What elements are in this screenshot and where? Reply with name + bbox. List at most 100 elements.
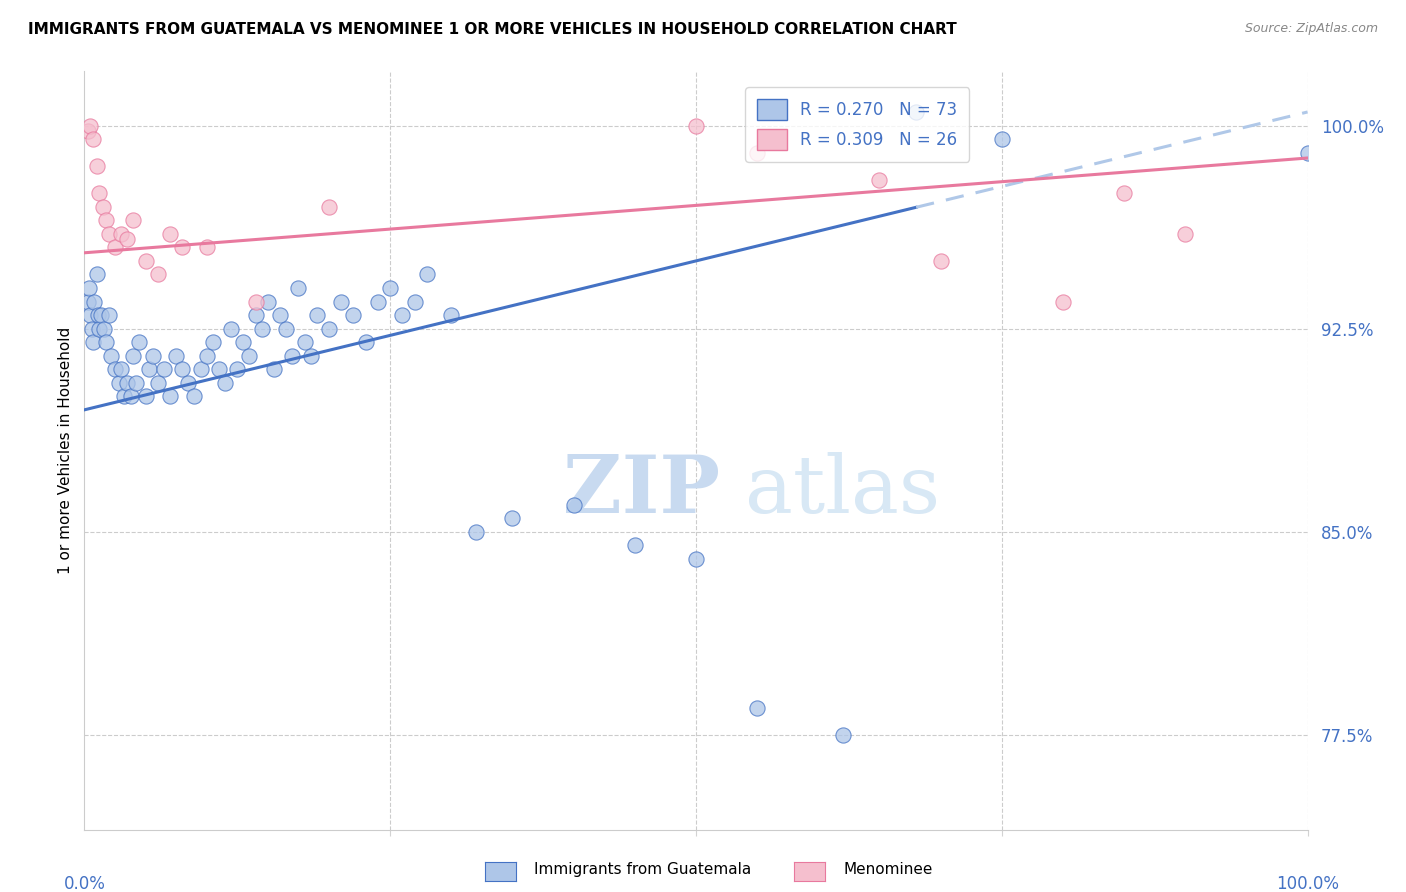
Point	[172, 240, 194, 254]
Point	[367, 294, 389, 309]
Point	[77, 281, 100, 295]
Point	[122, 349, 145, 363]
Y-axis label: 1 or more Vehicles in Household: 1 or more Vehicles in Household	[58, 326, 73, 574]
Point	[226, 362, 249, 376]
Point	[404, 294, 426, 309]
Point	[831, 728, 853, 742]
Point	[318, 200, 340, 214]
Point	[685, 551, 707, 566]
Point	[294, 335, 316, 350]
Point	[110, 227, 132, 241]
Text: 100.0%: 100.0%	[1277, 875, 1339, 892]
Point	[1052, 294, 1074, 309]
Point	[110, 362, 132, 376]
Point	[79, 119, 101, 133]
Point	[1296, 145, 1319, 160]
Point	[905, 105, 928, 120]
Point	[83, 294, 105, 309]
Point	[87, 186, 110, 201]
Point	[276, 321, 298, 335]
Point	[172, 362, 194, 376]
Point	[232, 335, 254, 350]
Point	[624, 538, 647, 552]
Point	[195, 240, 218, 254]
Point	[219, 321, 242, 335]
Point	[90, 308, 112, 322]
Point	[165, 349, 187, 363]
Point	[869, 172, 891, 186]
Text: atlas: atlas	[745, 452, 941, 530]
Point	[502, 511, 524, 525]
Point	[80, 321, 103, 335]
Point	[685, 119, 707, 133]
Point	[153, 362, 176, 376]
Text: Source: ZipAtlas.com: Source: ZipAtlas.com	[1244, 22, 1378, 36]
Point	[287, 281, 309, 295]
Point	[159, 389, 181, 403]
Point	[201, 335, 224, 350]
Point	[1114, 186, 1136, 201]
Point	[93, 321, 115, 335]
Point	[318, 321, 340, 335]
Point	[440, 308, 463, 322]
Point	[342, 308, 364, 322]
Point	[747, 700, 769, 714]
Point	[128, 335, 150, 350]
Point	[77, 124, 100, 138]
Point	[125, 376, 148, 390]
Point	[104, 240, 127, 254]
Point	[354, 335, 377, 350]
Point	[177, 376, 200, 390]
Point	[562, 498, 585, 512]
Point	[115, 376, 138, 390]
Point	[991, 132, 1014, 146]
Point	[107, 376, 129, 390]
Point	[96, 213, 118, 227]
Text: 0.0%: 0.0%	[63, 875, 105, 892]
Point	[159, 227, 181, 241]
Point	[120, 389, 142, 403]
Point	[100, 349, 122, 363]
Point	[257, 294, 280, 309]
Point	[330, 294, 353, 309]
Point	[122, 213, 145, 227]
Point	[135, 389, 157, 403]
Point	[115, 232, 138, 246]
Point	[146, 376, 169, 390]
Point	[269, 308, 291, 322]
Point	[245, 308, 267, 322]
Point	[416, 268, 439, 282]
Point	[82, 132, 104, 146]
Point	[245, 294, 267, 309]
Point	[146, 268, 169, 282]
Point	[142, 349, 165, 363]
Point	[747, 145, 769, 160]
Point	[929, 253, 952, 268]
Point	[86, 159, 108, 173]
Point	[263, 362, 285, 376]
Point	[91, 200, 114, 214]
Point	[299, 349, 322, 363]
Legend: R = 0.270   N = 73, R = 0.309   N = 26: R = 0.270 N = 73, R = 0.309 N = 26	[745, 87, 969, 161]
Point	[208, 362, 231, 376]
Point	[190, 362, 212, 376]
Text: Immigrants from Guatemala: Immigrants from Guatemala	[534, 863, 752, 877]
Point	[238, 349, 260, 363]
Point	[104, 362, 127, 376]
Point	[97, 308, 120, 322]
Point	[1174, 227, 1197, 241]
Text: Menominee: Menominee	[844, 863, 934, 877]
Point	[87, 308, 110, 322]
Point	[305, 308, 328, 322]
Point	[138, 362, 160, 376]
Point	[464, 524, 486, 539]
Text: IMMIGRANTS FROM GUATEMALA VS MENOMINEE 1 OR MORE VEHICLES IN HOUSEHOLD CORRELATI: IMMIGRANTS FROM GUATEMALA VS MENOMINEE 1…	[28, 22, 957, 37]
Point	[135, 253, 157, 268]
Point	[380, 281, 402, 295]
Point	[195, 349, 218, 363]
Point	[391, 308, 413, 322]
Point	[82, 335, 104, 350]
Point	[96, 335, 118, 350]
Point	[86, 268, 108, 282]
Point	[250, 321, 273, 335]
